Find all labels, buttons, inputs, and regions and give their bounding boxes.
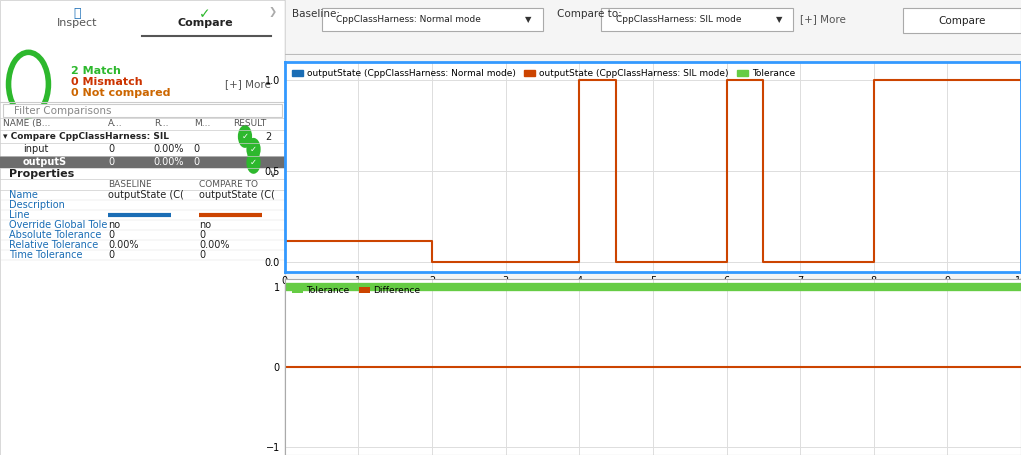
Text: Name: Name [8,190,38,200]
Text: 0 Not compared: 0 Not compared [71,88,171,98]
Text: Relative Tolerance: Relative Tolerance [8,240,98,250]
Text: Override Global Tole: Override Global Tole [8,220,107,230]
Text: Line: Line [8,210,29,220]
Text: R...: R... [154,119,168,128]
Text: ∨: ∨ [269,169,277,179]
Text: ✓: ✓ [250,145,257,154]
Text: 0 Mismatch: 0 Mismatch [71,77,143,87]
Text: 2: 2 [264,131,272,142]
Text: outputState (C(: outputState (C( [108,190,184,200]
FancyBboxPatch shape [904,8,1021,33]
Text: 2 Match: 2 Match [71,66,121,76]
Text: Baseline:: Baseline: [292,9,340,19]
Text: BASELINE: BASELINE [108,180,152,189]
Text: ✓: ✓ [199,7,211,21]
Text: Absolute Tolerance: Absolute Tolerance [8,230,101,240]
Text: Compare: Compare [178,18,233,28]
Text: outputState (C(: outputState (C( [199,190,276,200]
FancyBboxPatch shape [0,0,285,455]
Text: ✓: ✓ [242,132,248,141]
Text: 0: 0 [194,144,200,154]
Text: 0: 0 [199,250,205,260]
Text: COMPARE TO: COMPARE TO [199,180,258,189]
Text: 0: 0 [108,230,114,240]
Text: [+] More: [+] More [225,79,271,89]
Text: no: no [199,220,211,230]
Legend: outputState (CppClassHarness: Normal mode), outputState (CppClassHarness: SIL mo: outputState (CppClassHarness: Normal mod… [289,66,797,81]
Text: 0: 0 [199,230,205,240]
Text: no: no [108,220,120,230]
Circle shape [246,151,260,174]
Text: [+] More: [+] More [800,14,846,24]
Text: ▼: ▼ [776,15,782,24]
Text: RESULT: RESULT [234,119,266,128]
Text: NAME (B...: NAME (B... [3,119,50,128]
Text: Inspect: Inspect [56,18,97,28]
Text: 0.00%: 0.00% [154,144,185,154]
FancyBboxPatch shape [601,8,792,30]
Text: 0: 0 [108,250,114,260]
Text: ▾ Compare CppClassHarness: SIL: ▾ Compare CppClassHarness: SIL [3,132,168,141]
Text: ❯: ❯ [269,7,277,17]
Text: 0: 0 [108,157,114,167]
Text: 0.00%: 0.00% [154,157,185,167]
Legend: Tolerance, Difference: Tolerance, Difference [289,283,423,298]
Text: 0: 0 [108,144,114,154]
Text: Time Tolerance: Time Tolerance [8,250,82,260]
Text: CppClassHarness: Normal mode: CppClassHarness: Normal mode [336,15,481,24]
Text: ✓: ✓ [250,158,257,167]
Text: Compare: Compare [938,15,986,25]
Text: 0: 0 [194,157,200,167]
Text: M...: M... [194,119,210,128]
Circle shape [246,138,260,161]
Text: ▼: ▼ [525,15,532,24]
Text: 0.00%: 0.00% [108,240,139,250]
Text: Description: Description [8,200,64,210]
Text: input: input [22,144,48,154]
Text: Compare to:: Compare to: [557,9,622,19]
Text: CppClassHarness: SIL mode: CppClassHarness: SIL mode [616,15,741,24]
Text: 0.00%: 0.00% [199,240,230,250]
Text: Filter Comparisons: Filter Comparisons [14,106,111,116]
FancyBboxPatch shape [3,104,282,117]
Text: outputS: outputS [22,157,67,167]
FancyBboxPatch shape [0,156,285,168]
Text: Properties: Properties [8,169,74,179]
Text: A...: A... [108,119,123,128]
FancyBboxPatch shape [322,8,542,30]
Circle shape [238,125,252,148]
Text: 🔍: 🔍 [74,7,81,20]
